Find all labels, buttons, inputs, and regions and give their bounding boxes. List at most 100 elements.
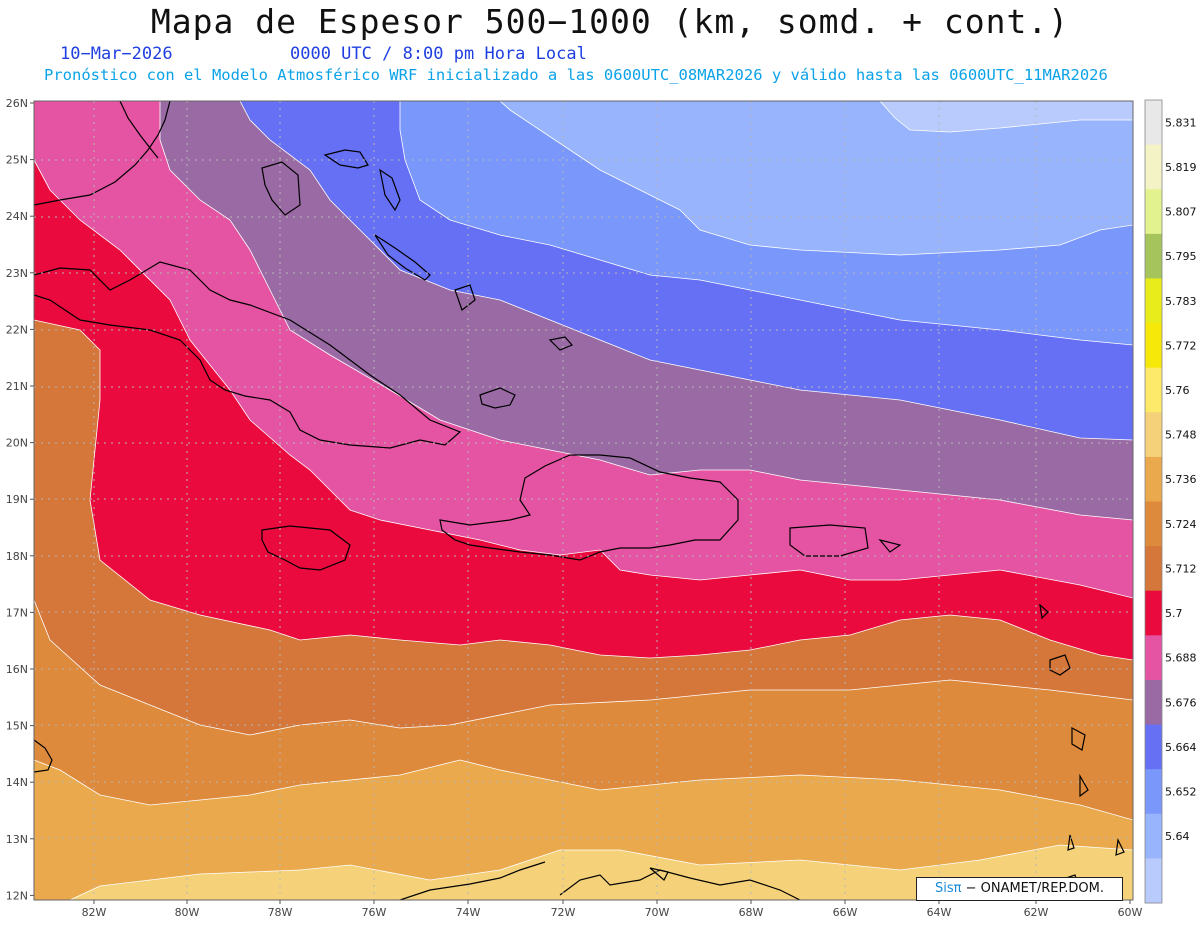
colorbar-label: 5.64 [1165,830,1190,843]
lat-label: 20N [6,437,28,450]
lon-label: 60W [1118,906,1143,919]
colorbar-swatch [1145,412,1162,458]
colorbar-label: 5.712 [1165,562,1197,575]
colorbar-label: 5.676 [1165,696,1197,709]
lat-label: 26N [6,97,28,110]
colorbar-swatch [1145,367,1162,413]
credit-box: Sisπ − ONAMET/REP.DOM. [916,877,1123,901]
colorbar-label: 5.7 [1165,607,1183,620]
forecast-time: 0000 UTC / 8:00 pm Hora Local [290,44,587,64]
coastlines [34,101,1125,900]
colorbar: 5.831 5.819 5.807 5.795 5.783 5.772 5.76 5.748 5… [1144,99,1197,904]
lon-label: 72W [551,906,576,919]
colorbar-swatch [1145,189,1162,235]
lat-label: 19N [6,493,28,506]
map-title: Mapa de Espesor 500−1000 (km, somd. + co… [150,2,1070,41]
colorbar-label: 5.807 [1165,206,1197,219]
colorbar-swatch [1145,679,1162,726]
turks-caicos [548,336,574,351]
lat-label: 16N [6,663,28,676]
lesser-antilles-barbados [1115,837,1125,856]
model-info: Pronóstico con el Modelo Atmosférico WRF… [44,66,1108,84]
lesser-antilles-martinique [1071,726,1086,751]
lon-label: 64W [927,906,952,919]
colorbar-swatch [1145,635,1162,681]
lat-label: 17N [6,606,28,619]
forecast-date: 10−Mar−2026 [60,44,173,64]
cuba-coast [34,261,462,449]
grenada [1067,834,1075,851]
puerto-rico-coast [789,524,869,557]
lat-label: 24N [6,210,28,223]
sispi-logo-text: Sisπ [934,881,962,896]
longitude-labels: 82W 80W 78W 76W 74W 72W 70W 68W 66W 64W 62W 60W [82,900,1143,919]
colorbar-swatch [1145,233,1162,279]
lat-label: 18N [6,550,28,563]
lat-label: 15N [6,720,28,733]
lon-label: 70W [645,906,670,919]
colorbar-frame [1144,99,1163,904]
colorbar-swatch [1145,456,1162,502]
credit-org: − ONAMET/REP.DOM. [961,881,1104,896]
lat-label: 25N [6,154,28,167]
colorbar-label: 5.688 [1165,652,1197,665]
lon-label: 80W [175,906,200,919]
colorbar-label: 5.724 [1165,518,1197,531]
lon-label: 74W [456,906,481,919]
aruba-curacao [649,867,669,881]
colorbar-swatch [1145,100,1162,146]
colorbar-label: 5.76 [1165,384,1190,397]
colorbar-swatch [1145,858,1162,904]
bahamas-grand-bahama [323,149,369,169]
hispaniola-coast [439,454,739,561]
latitude-labels: 26N 25N 24N 23N 22N 21N 20N 19N 18N 17N 16N 15N 14N 1… [6,97,34,902]
lesser-antilles-guadeloupe [1049,654,1071,676]
colorbar-swatch [1145,278,1162,324]
colorbar-label: 5.819 [1165,161,1197,174]
colorbar-label: 5.831 [1165,116,1197,129]
colorbar-label: 5.748 [1165,429,1197,442]
colorbar-swatch [1145,546,1162,592]
florida-west-coast [119,101,159,159]
colorbar-label: 5.736 [1165,473,1197,486]
map-gridlines [34,101,1133,900]
colombia-coast [399,861,546,900]
bahamas-inagua [479,387,516,409]
colorbar-swatch [1145,769,1162,815]
colorbar-swatch [1145,724,1162,770]
colorbar-swatch [1145,813,1162,859]
colorbar-label: 5.772 [1165,339,1197,352]
lat-label: 13N [6,833,28,846]
virgin-islands [878,538,902,553]
lon-label: 62W [1024,906,1049,919]
colorbar-swatch [1145,144,1162,190]
nicaragua-coast [34,739,53,773]
colorbar-label: 5.652 [1165,785,1197,798]
lat-label: 14N [6,776,28,789]
lat-label: 12N [6,889,28,902]
colorbar-swatch [1145,501,1162,547]
lon-label: 68W [739,906,764,919]
lon-label: 78W [268,906,293,919]
bahamas-acklins [454,284,476,311]
colorbar-swatch [1145,323,1162,369]
colorbar-label: 5.783 [1165,295,1197,308]
florida-coast [34,101,171,206]
colorbar-swatch [1145,590,1162,636]
bahamas-eleuthera [379,168,401,212]
colorbar-label: 5.664 [1165,741,1197,754]
lesser-antilles-1 [1039,603,1049,620]
bahamas-exuma [374,234,431,281]
lat-label: 22N [6,323,28,336]
lat-label: 23N [6,267,28,280]
colorbar-label: 5.795 [1165,250,1197,263]
lesser-antilles-stlucia [1079,773,1089,798]
map-area [34,101,1133,900]
map-frame [33,100,1134,901]
band-palest-blue [879,101,1133,133]
jamaica-coast [261,525,351,571]
band-light-blue [499,101,1133,256]
lon-label: 82W [82,906,107,919]
bahamas-andros [261,161,301,216]
